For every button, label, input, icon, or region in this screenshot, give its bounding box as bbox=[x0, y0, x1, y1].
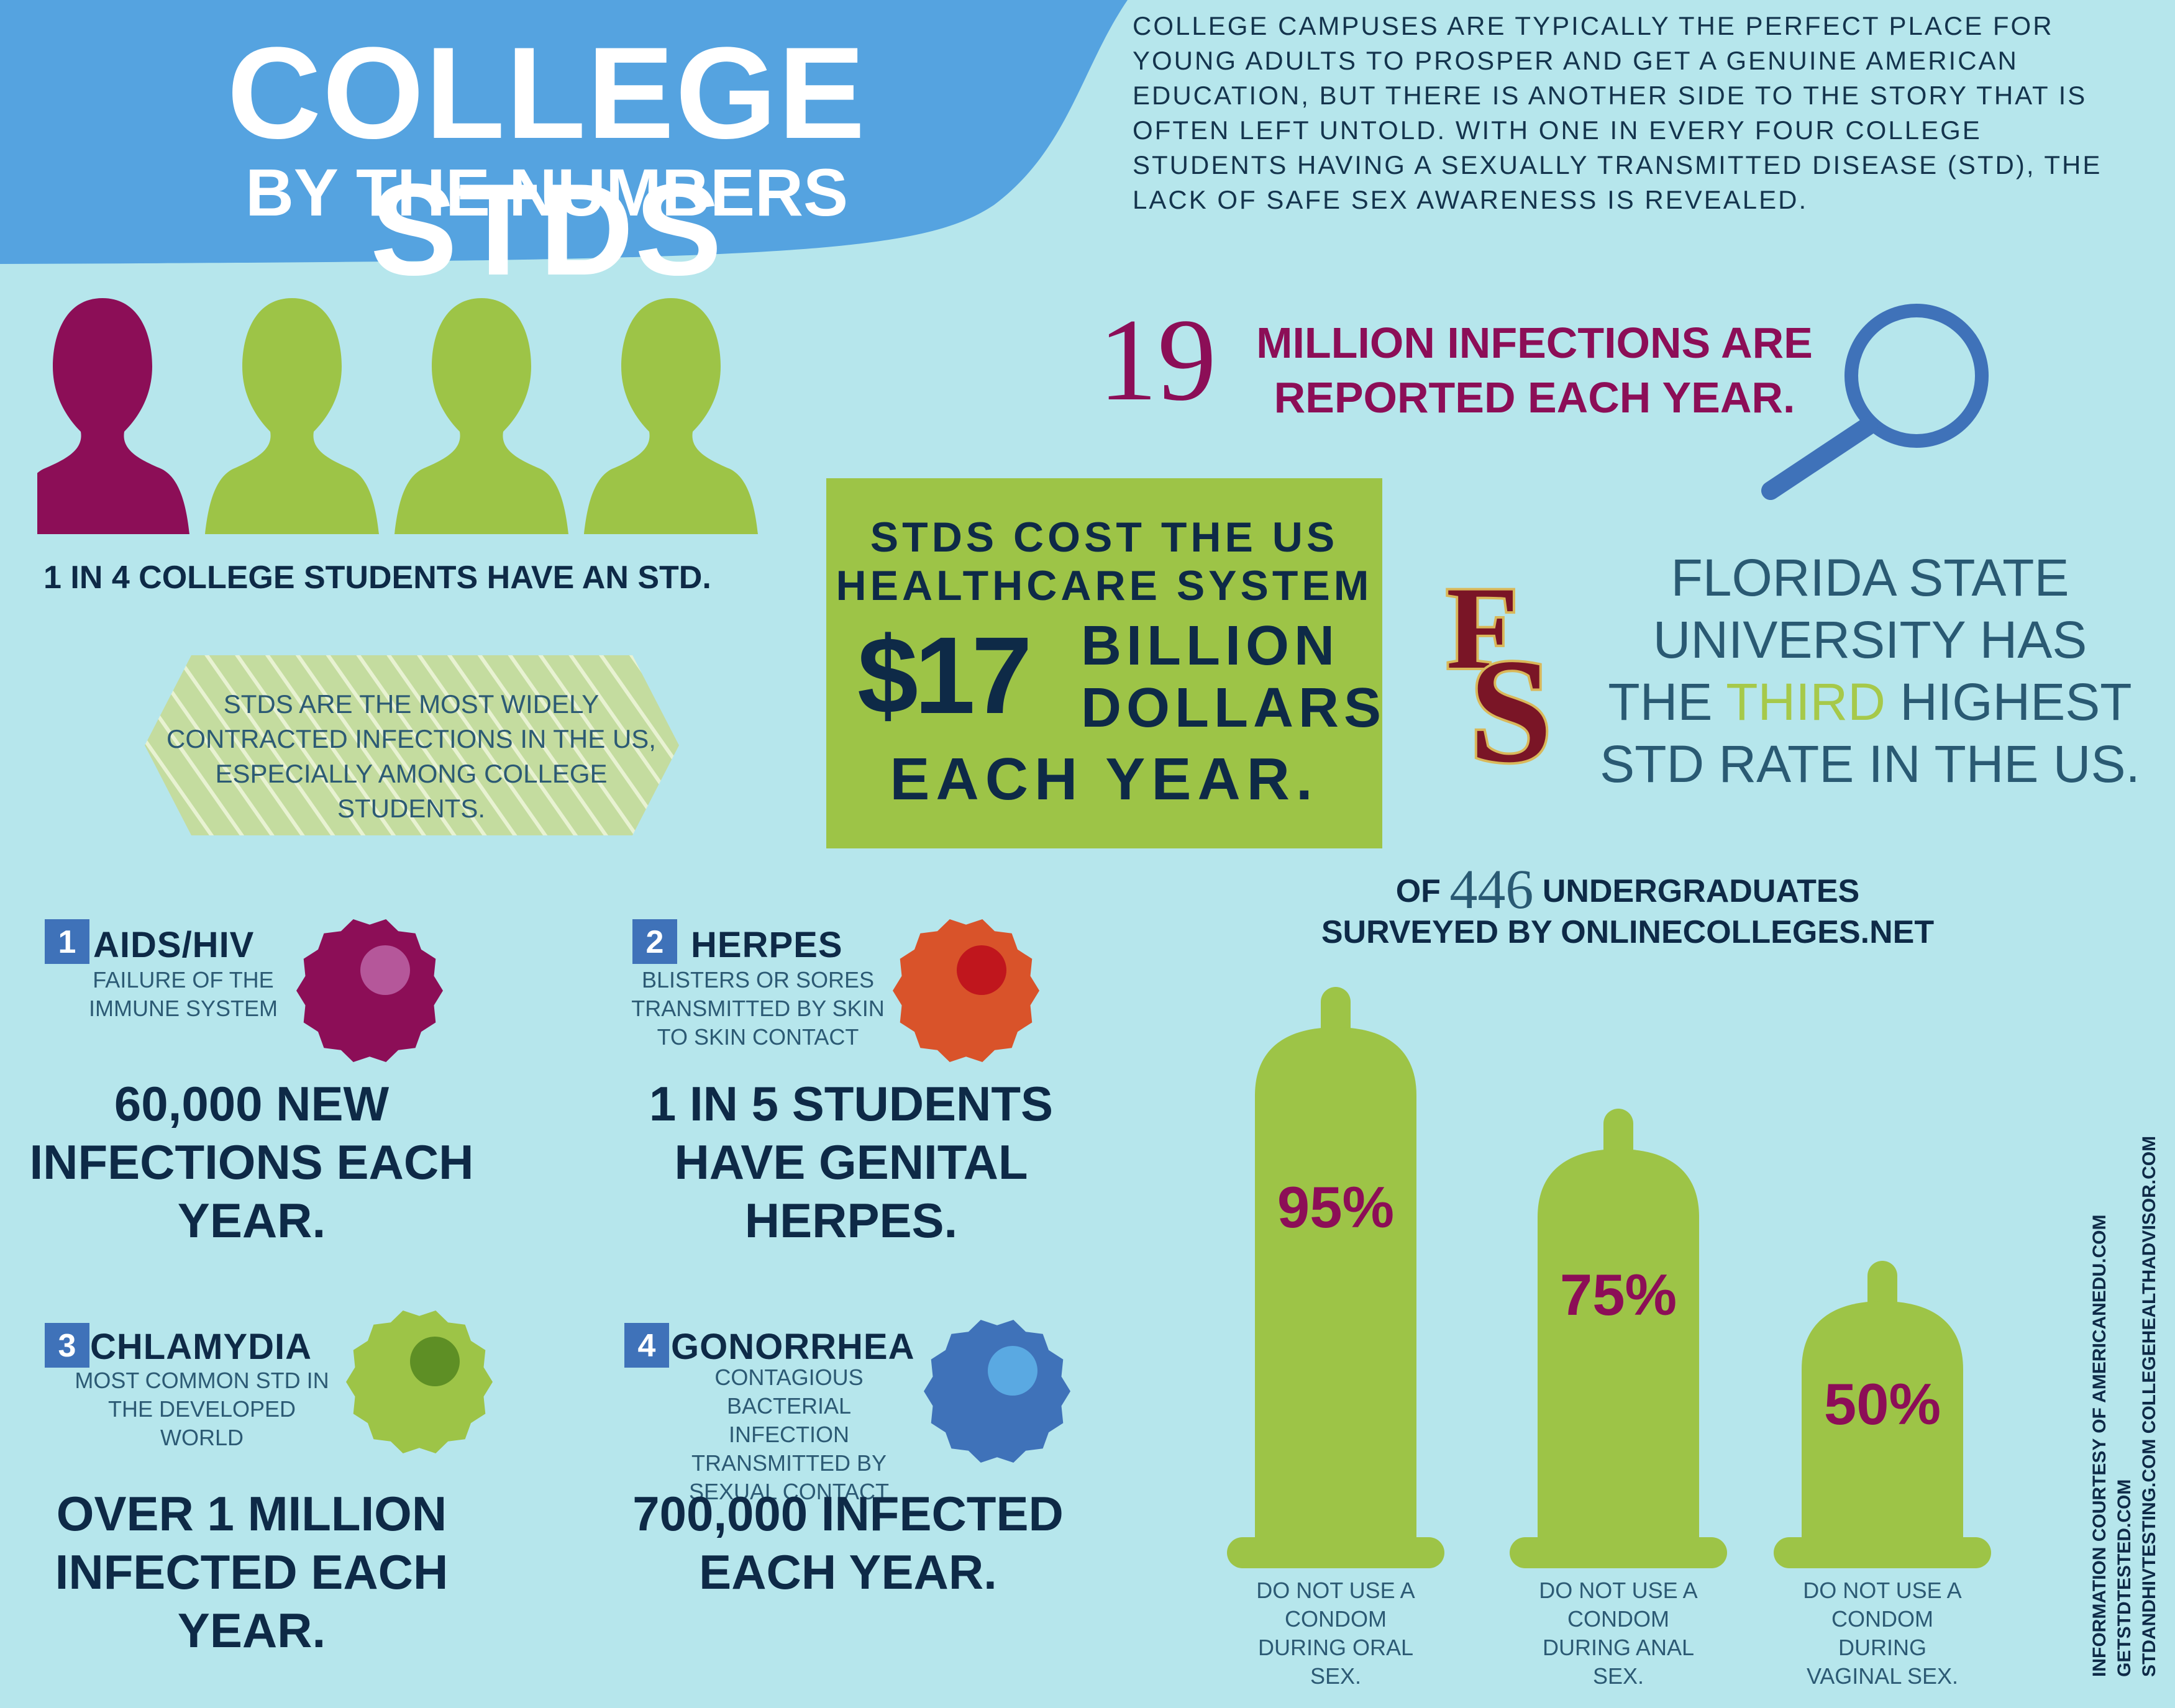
cost-unit: BILLION DOLLARS bbox=[1081, 615, 1386, 739]
disease-name: GONORRHEA bbox=[671, 1327, 915, 1367]
page-title: COLLEGE STDS bbox=[227, 20, 867, 302]
disease-number-badge: 4 bbox=[624, 1323, 669, 1368]
survey-suffix: UNDERGRADUATES bbox=[1542, 873, 1860, 909]
credits-line2: STDANDHIVTESTING.COM COLLEGEHEALTHADVISO… bbox=[2139, 1135, 2159, 1677]
virus-icon bbox=[893, 919, 1039, 1062]
ratio-caption: 1 IN 4 COLLEGE STUDENTS HAVE AN STD. bbox=[43, 560, 711, 596]
fsu-statement: FLORIDA STATE UNIVERSITY HAS THE THIRD H… bbox=[1597, 547, 2143, 795]
chart-category-label: DO NOT USE A CONDOM DURING VAGINAL SEX. bbox=[1803, 1578, 1962, 1689]
disease-description: MOST COMMON STD IN THE DEVELOPED WORLD bbox=[75, 1368, 329, 1450]
disease-description: CONTAGIOUS BACTERIAL INFECTION TRANSMITT… bbox=[688, 1365, 890, 1504]
disease-name: AIDS/HIV bbox=[93, 925, 255, 965]
fsu-highlight: THIRD bbox=[1726, 673, 1885, 731]
disease-stat: 60,000 NEW INFECTIONS EACH YEAR. bbox=[29, 1076, 474, 1248]
disease-stat: 700,000 INFECTED EACH YEAR. bbox=[632, 1486, 1064, 1599]
virus-icon bbox=[924, 1320, 1070, 1463]
person-figure bbox=[205, 298, 379, 534]
person-figure bbox=[584, 298, 758, 534]
chart-bar-condom bbox=[1510, 1109, 1727, 1568]
fsu-text-before: FLORIDA STATE UNIVERSITY HAS THE bbox=[1608, 548, 2087, 731]
disease-number: 2 bbox=[646, 924, 664, 960]
chart-bar-condom bbox=[1227, 987, 1444, 1568]
credits: INFORMATION COURTESY OF AMERICANEDU.COM … bbox=[2087, 1019, 2162, 1677]
fsu-text-after: HIGHEST STD RATE IN THE US. bbox=[1600, 673, 2140, 793]
disease-number-badge: 1 bbox=[45, 919, 89, 964]
credits-line1: INFORMATION COURTESY OF AMERICANEDU.COM … bbox=[2089, 1214, 2135, 1677]
page-subtitle: BY THE NUMBERS bbox=[245, 155, 849, 230]
svg-text:S: S bbox=[1469, 628, 1552, 773]
cost-amount: $17 bbox=[857, 615, 1033, 737]
chart-data-label: 75% bbox=[1559, 1261, 1677, 1327]
chart-bar-condom bbox=[1774, 1261, 1991, 1568]
disease-stat: 1 IN 5 STUDENTS HAVE GENITAL HERPES. bbox=[649, 1076, 1054, 1248]
cost-box: STDS COST THE US HEALTHCARE SYSTEM $17 B… bbox=[826, 478, 1382, 848]
person-figure-infected bbox=[37, 298, 189, 534]
reported-text: MILLION INFECTIONS ARE REPORTED EACH YEA… bbox=[1249, 316, 1820, 425]
cost-intro: STDS COST THE US HEALTHCARE SYSTEM bbox=[826, 513, 1382, 610]
person-figure bbox=[394, 298, 568, 534]
disease-name: HERPES bbox=[691, 925, 843, 965]
magnifying-glass-icon bbox=[1761, 304, 1989, 500]
disease-number: 1 bbox=[58, 924, 76, 960]
disease-number: 3 bbox=[58, 1328, 76, 1364]
reported-number: 19 bbox=[1098, 295, 1216, 425]
disease-description: FAILURE OF THE IMMUNE SYSTEM bbox=[88, 967, 278, 1021]
chart-data-label: 50% bbox=[1823, 1371, 1941, 1437]
header-banner bbox=[0, 0, 1128, 264]
info-badge-shape bbox=[145, 655, 679, 835]
chart-data-label: 95% bbox=[1277, 1174, 1395, 1240]
survey-source: SURVEYED BY ONLINECOLLEGES.NET bbox=[1321, 914, 1935, 950]
svg-text:F: F bbox=[1446, 575, 1518, 694]
survey-heading: OF 446 UNDERGRADUATES SURVEYED BY ONLINE… bbox=[1255, 862, 2000, 953]
chart-category-label: DO NOT USE A CONDOM DURING ANAL SEX. bbox=[1539, 1578, 1698, 1689]
disease-stat: OVER 1 MILLION INFECTED EACH YEAR. bbox=[55, 1486, 449, 1658]
intro-paragraph: College campuses are typically the perfe… bbox=[1133, 11, 2102, 214]
cost-line1: STDS COST THE US bbox=[870, 514, 1339, 561]
virus-icon bbox=[346, 1311, 493, 1453]
fs-monogram-icon: F S bbox=[1444, 575, 1554, 773]
reported-line2: REPORTED EACH YEAR. bbox=[1274, 373, 1795, 422]
cost-unit-line1: BILLION bbox=[1081, 615, 1339, 677]
virus-icon bbox=[296, 919, 443, 1062]
chart-category-label: DO NOT USE A CONDOM DURING ORAL SEX. bbox=[1256, 1578, 1415, 1689]
cost-line2: HEALTHCARE SYSTEM bbox=[836, 562, 1373, 609]
survey-count: 446 bbox=[1449, 859, 1534, 920]
disease-number-badge: 2 bbox=[632, 919, 677, 964]
survey-prefix: OF bbox=[1395, 873, 1441, 909]
reported-line1: MILLION INFECTIONS ARE bbox=[1256, 319, 1813, 367]
condom-chart bbox=[1227, 987, 1991, 1568]
disease-description: BLISTERS OR SORES TRANSMITTED BY SKIN TO… bbox=[631, 967, 885, 1050]
disease-number: 4 bbox=[638, 1328, 656, 1364]
people-figures bbox=[37, 298, 758, 534]
disease-name: CHLAMYDIA bbox=[90, 1327, 312, 1367]
cost-period: EACH YEAR. bbox=[890, 746, 1319, 812]
cost-unit-line2: DOLLARS bbox=[1081, 677, 1386, 739]
info-badge-text: STDS ARE THE MOST WIDELY CONTRACTED INFE… bbox=[166, 689, 656, 823]
disease-number-badge: 3 bbox=[45, 1323, 89, 1368]
